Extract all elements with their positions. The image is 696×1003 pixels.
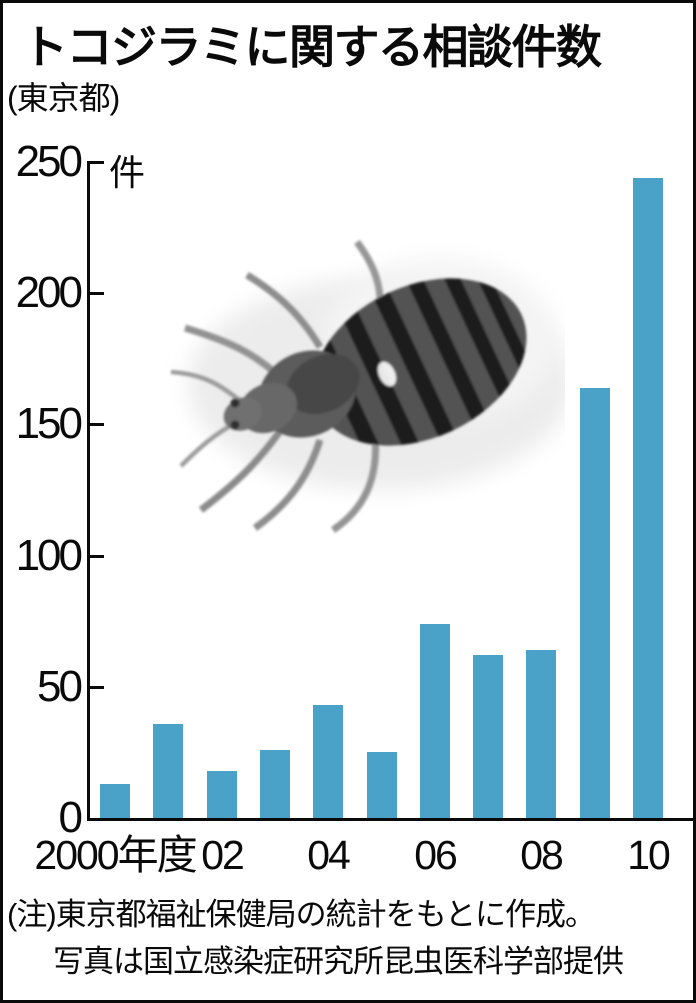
x-axis-label: 06 [414, 832, 458, 878]
y-axis-label: 100 [15, 530, 83, 580]
footnote-photo-credit: 写真は国立感染症研究所昆虫医科学部提供 [53, 944, 624, 979]
y-axis-tick [87, 554, 104, 558]
bar-2000 [100, 784, 130, 818]
y-axis-label: 250 [15, 137, 83, 186]
bar-2002 [207, 771, 237, 818]
bar-2008 [526, 650, 556, 818]
y-axis-tick [87, 292, 104, 296]
x-axis-label: 10 [627, 832, 671, 878]
y-axis-label: 50 [37, 661, 83, 711]
chart-title: トコジラミに関する相談件数 [22, 21, 602, 73]
bedbug-photo [170, 239, 565, 533]
y-axis-label: 200 [15, 268, 83, 318]
y-axis-label: 0 [58, 793, 83, 842]
y-axis-label: 150 [15, 399, 83, 449]
bar-2010 [633, 178, 663, 818]
y-axis-unit-label: 件 [109, 152, 146, 193]
y-axis-tick [87, 423, 104, 427]
chart-subtitle: (東京都) [7, 80, 120, 116]
bar-2004 [313, 705, 343, 818]
bar-2009 [580, 388, 610, 818]
x-axis-label: 2000年度 [34, 832, 197, 878]
bar-2005 [367, 752, 397, 818]
x-axis-label: 04 [307, 832, 351, 878]
x-axis-baseline [87, 818, 693, 821]
x-axis-label: 08 [520, 832, 564, 878]
y-axis [87, 162, 90, 819]
x-axis-label: 02 [201, 832, 245, 878]
bar-2006 [420, 624, 450, 818]
bedbug-body [170, 239, 540, 533]
bar-2001 [153, 724, 183, 818]
y-axis-tick [87, 161, 104, 164]
footnote: (注)東京都福祉保健局の統計をもとに作成。 写真は国立感染症研究所昆虫医科学部提… [7, 891, 689, 985]
y-axis-tick [87, 685, 104, 689]
footnote-source: (注)東京都福祉保健局の統計をもとに作成。 [7, 897, 596, 932]
bar-2003 [260, 750, 290, 818]
bar-2007 [473, 655, 503, 818]
